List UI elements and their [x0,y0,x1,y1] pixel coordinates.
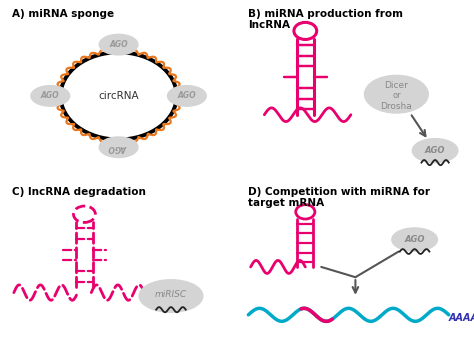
Text: or: or [392,91,401,100]
Text: Dicer: Dicer [384,81,408,90]
Text: AGO: AGO [404,235,425,244]
Text: B) miRNA production from
lncRNA: B) miRNA production from lncRNA [248,9,403,30]
Ellipse shape [365,75,428,113]
Text: Drosha: Drosha [381,102,412,111]
Text: A) miRNA sponge: A) miRNA sponge [11,9,114,19]
Text: D) Competition with miRNA for
target mRNA: D) Competition with miRNA for target mRN… [248,187,430,208]
Text: AGO: AGO [178,91,196,100]
Ellipse shape [99,137,138,157]
Ellipse shape [139,280,203,312]
Ellipse shape [392,228,438,251]
Text: AGO: AGO [425,146,446,155]
Text: circRNA: circRNA [98,91,139,101]
Ellipse shape [99,34,138,55]
Text: AGO: AGO [41,91,60,100]
Ellipse shape [412,139,458,163]
Ellipse shape [31,86,70,106]
Ellipse shape [167,86,206,106]
Text: miRISC: miRISC [155,290,187,299]
Text: AAAA: AAAA [449,313,474,323]
Text: AGO: AGO [109,40,128,49]
Text: C) lncRNA degradation: C) lncRNA degradation [11,187,146,197]
Text: AGO: AGO [109,143,128,152]
